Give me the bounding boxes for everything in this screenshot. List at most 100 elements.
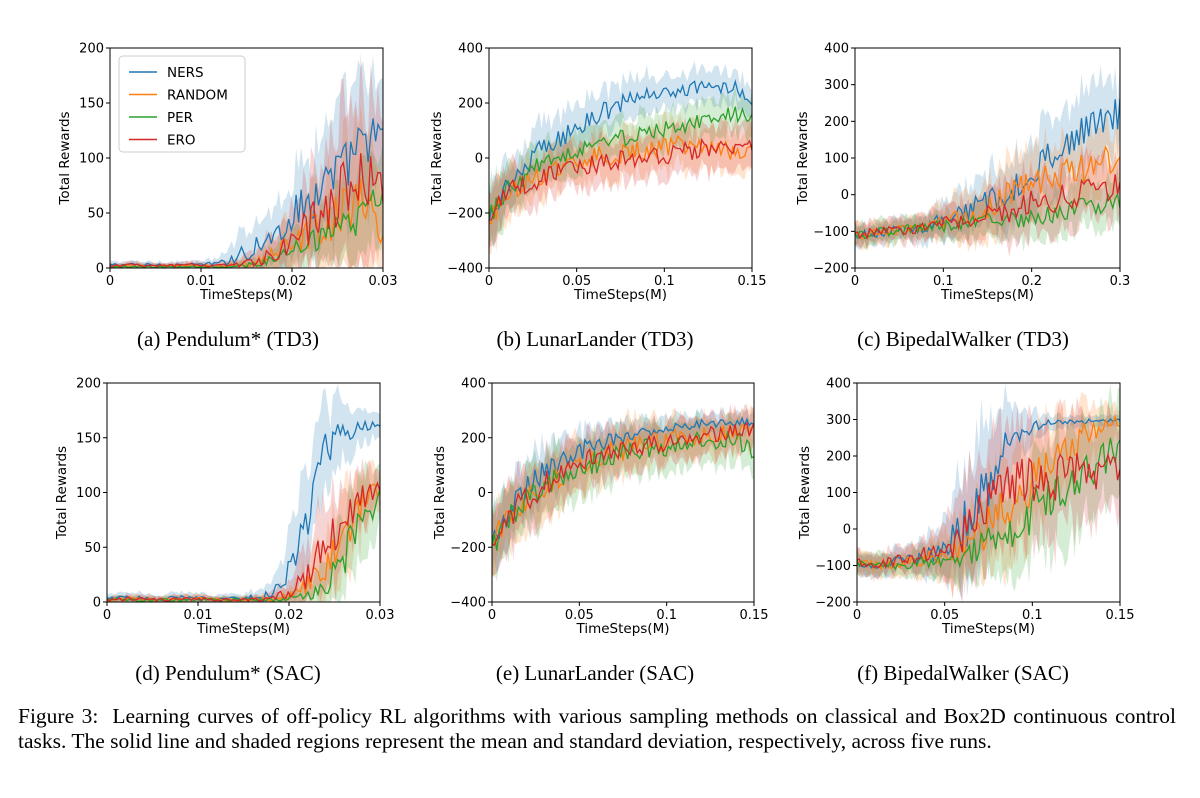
x-tick-label: 0.05	[562, 274, 591, 289]
x-tick-label: 0	[488, 608, 496, 623]
legend-label-ners: NERS	[167, 65, 204, 81]
y-tick-label: 400	[826, 377, 851, 392]
std-band-random	[857, 391, 1120, 598]
y-tick-label: 100	[824, 152, 849, 167]
y-tick-label: −200	[450, 541, 486, 556]
y-tick-label: −200	[813, 262, 849, 277]
y-tick-label: 200	[826, 450, 851, 465]
std-band-ners	[492, 406, 754, 575]
std-band-random	[492, 405, 754, 579]
plot-area	[107, 384, 380, 602]
y-tick-label: 0	[93, 596, 101, 611]
y-tick-label: −200	[815, 596, 851, 611]
subplot-caption: (f) BipedalWalker (SAC)	[857, 661, 1069, 685]
x-axis-label: TimeSteps(M)	[199, 287, 293, 303]
legend: NERS RANDOM PER ERO	[118, 55, 246, 153]
x-axis-label: TimeSteps(M)	[576, 621, 670, 637]
x-tick-label: 0.1	[1022, 608, 1043, 623]
y-tick-label: 100	[79, 152, 104, 167]
y-tick-label: −400	[447, 262, 483, 277]
x-tick-label: 0.02	[278, 274, 307, 289]
x-tick-label: 0	[106, 274, 114, 289]
subplot-caption: (d) Pendulum* (SAC)	[135, 661, 321, 685]
x-tick-label: 0	[485, 274, 493, 289]
y-tick-label: 400	[824, 42, 849, 57]
subplot-caption: (e) LunarLander (SAC)	[496, 661, 694, 685]
x-axis-label: TimeSteps(M)	[940, 287, 1034, 303]
std-band-per	[857, 383, 1120, 594]
series-line-ero	[107, 481, 380, 602]
subplot-caption: (b) LunarLander (TD3)	[496, 327, 693, 351]
y-axis-label: Total Rewards	[797, 446, 813, 540]
y-tick-label: 200	[461, 431, 486, 446]
x-tick-label: 0.03	[366, 608, 395, 623]
std-band-ners	[489, 60, 752, 254]
y-tick-label: 100	[76, 486, 101, 501]
x-tick-label: 0.1	[654, 274, 675, 289]
legend-label-random: RANDOM	[167, 88, 228, 104]
y-tick-label: 50	[87, 207, 104, 222]
plot-area	[857, 383, 1120, 602]
x-tick-label: 0.3	[1110, 274, 1131, 289]
x-tick-label: 0	[853, 608, 861, 623]
y-tick-label: 300	[824, 78, 849, 93]
y-tick-label: −200	[447, 207, 483, 222]
y-axis-label: Total Rewards	[54, 446, 70, 540]
y-tick-label: 400	[461, 377, 486, 392]
std-band-ero	[107, 457, 380, 602]
x-tick-label: 0.2	[1021, 274, 1042, 289]
y-tick-label: 0	[475, 152, 483, 167]
series-line-per	[489, 106, 752, 220]
plot-area	[492, 403, 754, 582]
y-tick-label: −100	[815, 559, 851, 574]
x-tick-label: 0.01	[187, 274, 216, 289]
subplot-caption: (a) Pendulum* (TD3)	[137, 327, 319, 351]
y-tick-label: 0	[843, 523, 851, 538]
x-tick-label: 0	[851, 274, 859, 289]
plot-area	[855, 64, 1120, 257]
x-tick-label: 0.05	[565, 608, 594, 623]
x-tick-label: 0	[103, 608, 111, 623]
y-tick-label: −400	[450, 596, 486, 611]
chart-panel-2: 0 0.1 0.2 0.3 −200 −100 0 100 200 300 400 TimeSteps…	[795, 42, 1130, 352]
y-tick-label: 100	[826, 486, 851, 501]
y-tick-label: 0	[478, 486, 486, 501]
y-tick-label: −100	[813, 225, 849, 240]
chart-panel-3: 0 0.01 0.02 0.03 0 50 100 150 200 TimeSteps(M) Tot…	[54, 377, 394, 686]
x-tick-label: 0.02	[275, 608, 304, 623]
series-line-ero	[489, 137, 752, 221]
y-tick-label: 0	[96, 262, 104, 277]
y-tick-label: 200	[458, 97, 483, 112]
figure-panels: 0 0.01 0.02 0.03 0 50 100 150 200 TimeSteps(M) Tot…	[54, 42, 1134, 686]
y-tick-label: 400	[458, 42, 483, 57]
chart-panel-1: 0 0.05 0.1 0.15 −400 −200 0 200 400 TimeSteps(M) T…	[429, 42, 766, 352]
x-tick-label: 0.1	[656, 608, 677, 623]
x-tick-label: 0.01	[184, 608, 213, 623]
plot-area	[110, 52, 383, 268]
y-axis-label: Total Rewards	[57, 111, 73, 205]
series-line-ero	[855, 174, 1120, 240]
x-tick-label: 0.03	[369, 274, 398, 289]
std-band-ero	[489, 114, 752, 248]
y-tick-label: 200	[79, 42, 104, 57]
figure-caption: Figure 3: Learning curves of off-policy R…	[18, 704, 1176, 754]
chart-panel-4: 0 0.05 0.1 0.15 −400 −200 0 200 400 TimeSteps(M) T…	[432, 377, 768, 686]
y-axis-label: Total Rewards	[795, 111, 811, 205]
chart-panel-0: 0 0.01 0.02 0.03 0 50 100 150 200 TimeSteps(M) Tot…	[57, 42, 397, 352]
legend-box	[118, 55, 246, 153]
std-band-random	[107, 458, 380, 602]
y-axis-label: Total Rewards	[429, 111, 445, 205]
y-tick-label: 200	[824, 115, 849, 130]
y-tick-label: 0	[841, 188, 849, 203]
x-tick-label: 0.15	[738, 274, 767, 289]
std-band-random	[110, 103, 383, 268]
x-tick-label: 0.05	[930, 608, 959, 623]
figure-caption-text: Learning curves of off-policy RL algorit…	[18, 704, 1176, 753]
y-tick-label: 200	[76, 377, 101, 392]
x-axis-label: TimeSteps(M)	[941, 621, 1035, 637]
series-line-per	[855, 192, 1120, 240]
series-line-ners	[489, 79, 752, 223]
legend-label-per: PER	[167, 110, 193, 126]
series-line-random	[855, 145, 1120, 241]
x-tick-label: 0.15	[740, 608, 769, 623]
